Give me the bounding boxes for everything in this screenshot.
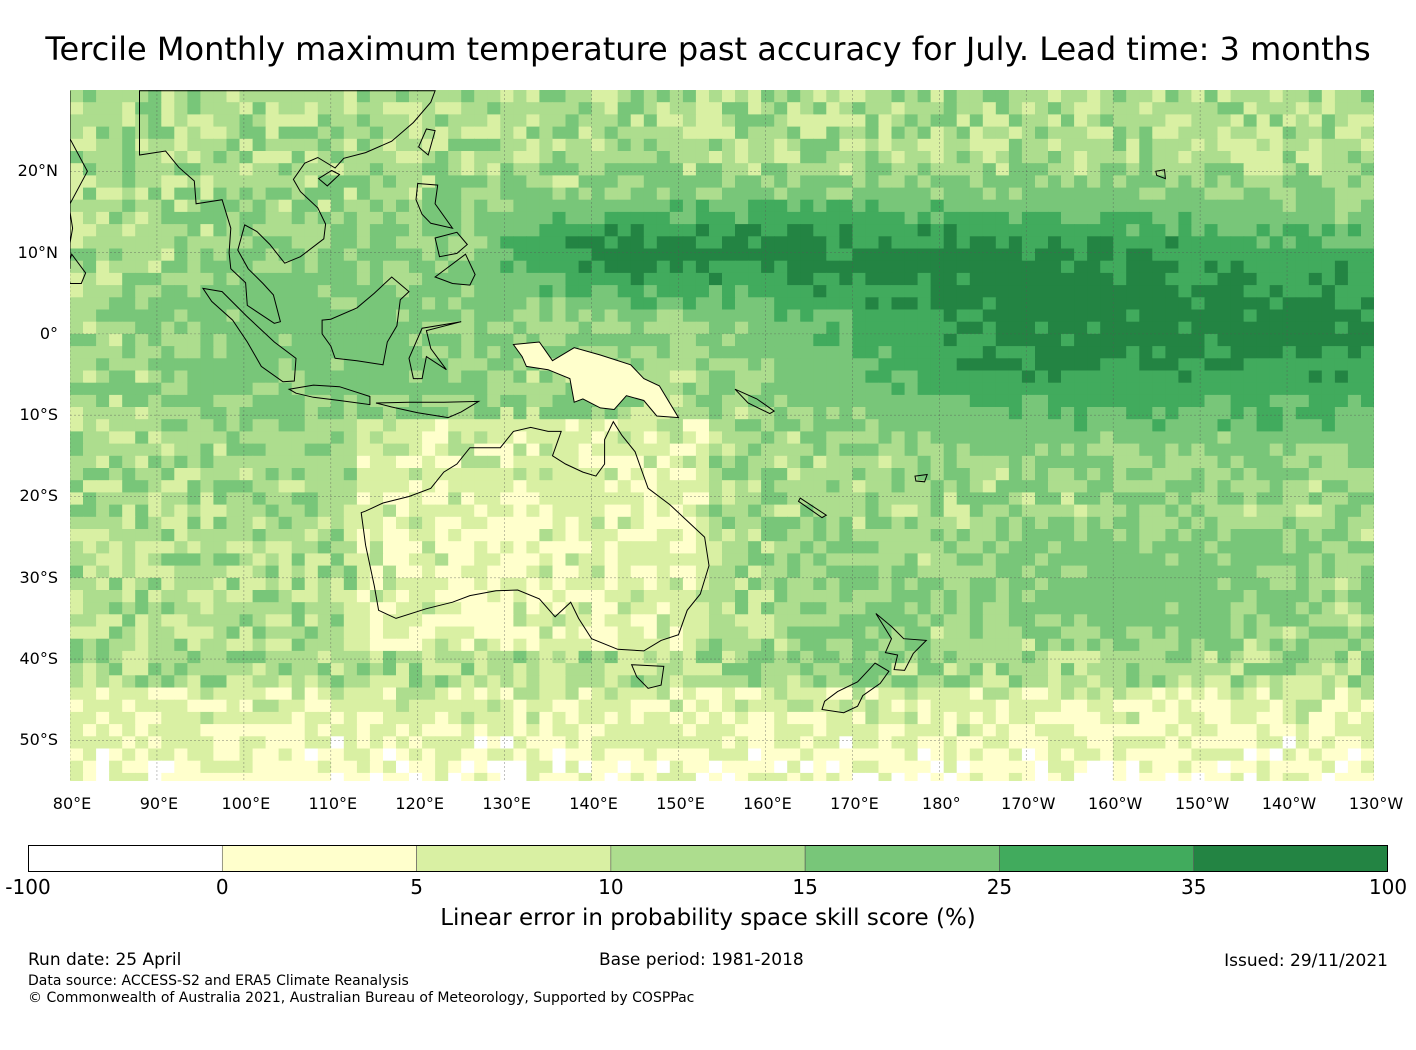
colorbar-tick-label: 0 xyxy=(215,875,229,899)
coastline-nz-south xyxy=(821,662,890,714)
lon-label: 90°E xyxy=(139,794,179,813)
colorbar-tick-label: 5 xyxy=(410,875,423,899)
gridlines xyxy=(70,90,1374,781)
coastline-luzon xyxy=(415,182,454,229)
coastline-new-guinea xyxy=(512,341,680,419)
lat-label: 20°N xyxy=(17,161,58,181)
lon-label: 110°E xyxy=(308,794,358,813)
base-period: Base period: 1981-2018 xyxy=(599,950,804,970)
lon-label: 160°E xyxy=(743,794,792,813)
lat-label: 10°N xyxy=(17,242,58,262)
colorbar-tick-label: -100 xyxy=(5,875,51,899)
lon-label: 120°E xyxy=(395,794,445,813)
coastline-indochina xyxy=(139,90,436,324)
lat-label: 0° xyxy=(39,323,58,343)
colorbar-segment xyxy=(804,845,1000,872)
copyright: © Commonwealth of Australia 2021, Austra… xyxy=(28,990,695,1006)
colorbar-segment xyxy=(221,845,417,872)
lon-label: 170°E xyxy=(830,794,879,813)
issued-date: Issued: 29/11/2021 xyxy=(1224,951,1388,971)
colorbar-segment xyxy=(610,845,806,872)
coastline-taiwan xyxy=(417,128,436,156)
colorbar-tick-label: 35 xyxy=(1180,875,1207,899)
coastline-nz-north xyxy=(875,613,928,671)
lon-label: 150°E xyxy=(656,794,705,813)
colorbar-segment xyxy=(999,845,1195,872)
coastline-sulawesi xyxy=(408,321,462,380)
lat-label: 30°S xyxy=(19,567,58,587)
colorbar-segment xyxy=(1193,845,1388,872)
colorbar-tick-label: 15 xyxy=(792,875,818,899)
coastline-mindanao xyxy=(434,253,476,286)
coastline-borneo xyxy=(321,276,410,366)
lat-label: 50°S xyxy=(19,730,58,750)
coastline-hainan xyxy=(317,169,341,187)
lon-label: 170°W xyxy=(1001,794,1056,813)
coastline-hawaii xyxy=(1155,169,1166,180)
lon-label: 160°W xyxy=(1088,794,1143,813)
colorbar-tick-label: 10 xyxy=(598,875,624,899)
colorbar-label: Linear error in probability space skill … xyxy=(440,905,976,931)
skill-field xyxy=(70,90,1374,781)
lon-label: 140°E xyxy=(569,794,618,813)
skill-score-map xyxy=(70,90,1374,781)
coastline-srilanka xyxy=(70,253,87,284)
lon-label: 130°W xyxy=(1348,794,1404,813)
lat-label: 20°S xyxy=(19,486,58,506)
coastlines xyxy=(70,90,1166,714)
lon-label: 150°W xyxy=(1174,794,1230,813)
lon-label: 140°W xyxy=(1261,794,1317,813)
lat-label: 10°S xyxy=(19,405,58,425)
coastline-visayas xyxy=(434,231,469,258)
colorbar-segment xyxy=(416,845,612,872)
run-date: Run date: 25 April xyxy=(28,950,182,970)
colorbar-tick-label: 25 xyxy=(986,875,1013,899)
coastline-asia xyxy=(70,90,88,269)
colorbar xyxy=(28,845,1388,872)
coastline-fiji xyxy=(914,473,928,483)
colorbar-tick-label: 100 xyxy=(1368,875,1408,899)
coastline-tasmania xyxy=(630,664,665,689)
coastline-new-caledonia xyxy=(797,497,828,519)
lon-label: 80°E xyxy=(52,794,92,813)
colorbar-segment xyxy=(28,845,223,872)
coastline-sunda xyxy=(375,400,481,419)
coastline-australia xyxy=(360,420,710,652)
lon-label: 180° xyxy=(922,794,961,813)
coastline-solomons xyxy=(734,388,776,415)
coastline-sumatra xyxy=(201,287,297,383)
lat-label: 40°S xyxy=(19,649,58,669)
data-source: Data source: ACCESS-S2 and ERA5 Climate … xyxy=(28,973,409,989)
lon-label: 100°E xyxy=(221,794,271,813)
coastline-java xyxy=(287,384,371,406)
map-title: Tercile Monthly maximum temperature past… xyxy=(45,30,1371,68)
lon-label: 130°E xyxy=(482,794,531,813)
